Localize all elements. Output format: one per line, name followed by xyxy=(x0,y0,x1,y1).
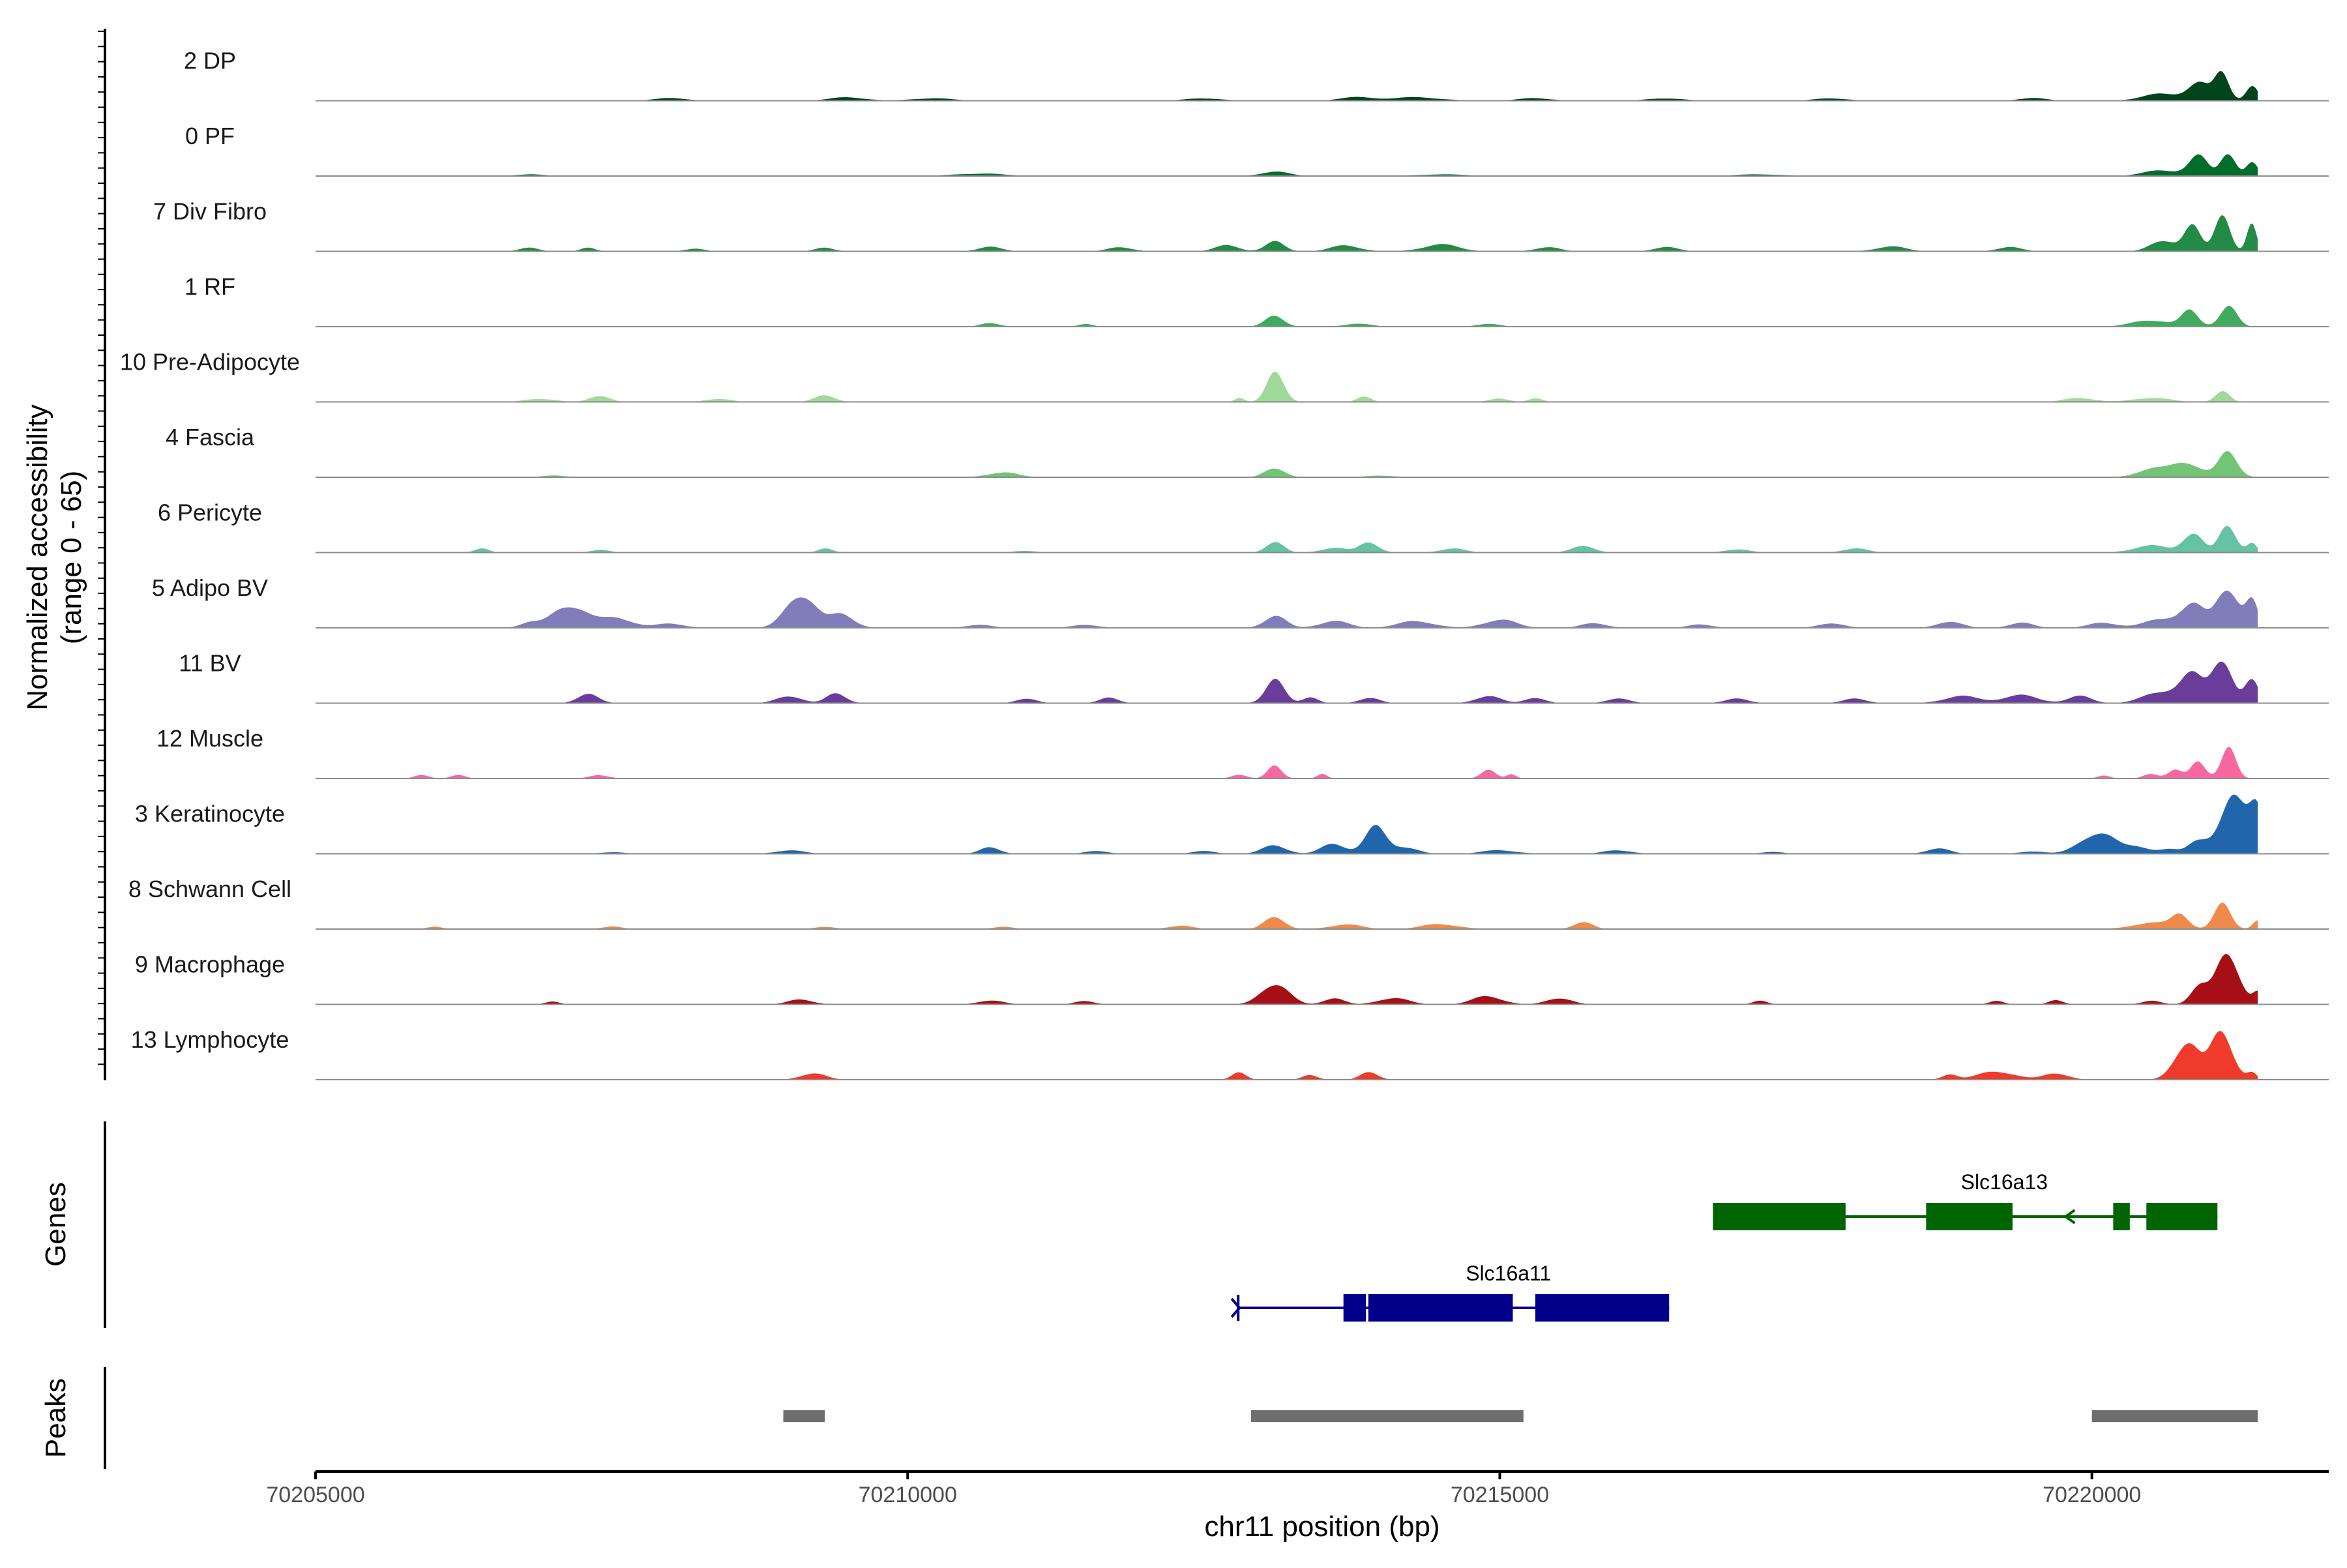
track-label-0-pf: 0 PF xyxy=(185,123,235,149)
gene-label-slc16a13: Slc16a13 xyxy=(1961,1170,2048,1194)
peaks-panel-label: Peaks xyxy=(40,1378,72,1458)
y-axis-title-line2: (range 0 - 65) xyxy=(55,471,87,645)
gene-exon xyxy=(1368,1294,1513,1322)
track-13-lymphocyte: 13 Lymphocyte xyxy=(131,1026,2329,1080)
track-5-adipo-bv: 5 Adipo BV xyxy=(152,574,2329,629)
track-0-pf: 0 PF xyxy=(185,123,2329,177)
track-11-bv: 11 BV xyxy=(179,650,2329,704)
gene-exon xyxy=(2113,1203,2130,1230)
track-7-div-fibro: 7 Div Fibro xyxy=(153,198,2329,252)
coverage-area-5-adipo-bv xyxy=(316,590,2258,628)
x-tick-label: 70210000 xyxy=(859,1483,957,1507)
coverage-area-0-pf xyxy=(316,154,2258,176)
position-x-axis: 70205000 70210000 70215000 70220000 chr11 p… xyxy=(266,1470,2329,1543)
track-6-pericyte: 6 Pericyte xyxy=(158,499,2329,554)
gene-exon xyxy=(1713,1203,1846,1230)
y-axis-title-line1: Normalized accessibility xyxy=(22,404,53,710)
track-3-keratinocyte: 3 Keratinocyte xyxy=(135,794,2329,855)
accessibility-y-axis xyxy=(98,29,106,1080)
coverage-tracks: 2 DP 0 PF 7 Div Fibro 1 RF 10 Pre-Adipocyte 4… xyxy=(120,48,2329,1080)
track-label-8-schwann-cell: 8 Schwann Cell xyxy=(128,876,291,902)
track-label-1-rf: 1 RF xyxy=(185,273,235,300)
track-label-3-keratinocyte: 3 Keratinocyte xyxy=(135,801,285,827)
x-tick-label: 70205000 xyxy=(266,1483,364,1507)
track-label-2-dp: 2 DP xyxy=(184,48,236,74)
track-label-10-pre-adipocyte: 10 Pre-Adipocyte xyxy=(120,349,300,376)
gene-label-slc16a11: Slc16a11 xyxy=(1466,1262,1551,1285)
track-label-13-lymphocyte: 13 Lymphocyte xyxy=(131,1026,289,1053)
track-label-9-macrophage: 9 Macrophage xyxy=(135,951,285,978)
coverage-area-1-rf xyxy=(316,305,2258,327)
x-axis-title: chr11 position (bp) xyxy=(1204,1511,1439,1543)
track-9-macrophage: 9 Macrophage xyxy=(135,951,2329,1005)
coverage-area-2-dp xyxy=(316,71,2258,101)
track-label-7-div-fibro: 7 Div Fibro xyxy=(153,198,267,225)
genes-panel-label: Genes xyxy=(40,1182,72,1267)
gene-exon xyxy=(1926,1203,2013,1230)
y-axis-title: Normalized accessibility (range 0 - 65) xyxy=(22,404,87,710)
peak-bar xyxy=(1251,1410,1524,1422)
track-2-dp: 2 DP xyxy=(184,48,2329,102)
gene-slc16a11: Slc16a11 xyxy=(1230,1262,1670,1322)
gene-exon xyxy=(1535,1294,1670,1322)
coverage-area-8-schwann-cell xyxy=(316,902,2258,929)
track-12-muscle: 12 Muscle xyxy=(156,725,2329,779)
x-ticks: 70205000 70210000 70215000 70220000 xyxy=(266,1472,2141,1507)
coverage-area-3-keratinocyte xyxy=(316,794,2258,854)
coverage-area-6-pericyte xyxy=(316,525,2258,553)
track-label-12-muscle: 12 Muscle xyxy=(156,725,263,752)
peak-bar xyxy=(2091,1410,2258,1422)
peak-bar xyxy=(783,1410,825,1422)
gene-models: Slc16a13 Slc16a11 xyxy=(1230,1170,2218,1322)
track-4-fascia: 4 Fascia xyxy=(166,424,2329,478)
coverage-area-13-lymphocyte xyxy=(316,1031,2258,1080)
track-label-6-pericyte: 6 Pericyte xyxy=(158,499,262,526)
x-tick-label: 70215000 xyxy=(1451,1483,1549,1507)
track-8-schwann-cell: 8 Schwann Cell xyxy=(128,876,2329,930)
peak-bars xyxy=(783,1410,2258,1422)
coverage-area-12-muscle xyxy=(316,747,2258,778)
strand-arrow xyxy=(2063,1209,2076,1224)
coverage-area-10-pre-adipocyte xyxy=(316,371,2258,402)
gene-exon xyxy=(2146,1203,2218,1230)
track-label-11-bv: 11 BV xyxy=(179,650,241,677)
gene-exon xyxy=(1343,1294,1366,1322)
coverage-area-4-fascia xyxy=(316,451,2258,477)
gene-slc16a13: Slc16a13 xyxy=(1713,1170,2218,1230)
coverage-area-11-bv xyxy=(316,661,2258,703)
track-1-rf: 1 RF xyxy=(185,273,2329,327)
track-label-4-fascia: 4 Fascia xyxy=(166,424,255,451)
x-tick-label: 70220000 xyxy=(2043,1483,2141,1507)
track-label-5-adipo-bv: 5 Adipo BV xyxy=(152,574,268,601)
track-10-pre-adipocyte: 10 Pre-Adipocyte xyxy=(120,349,2329,403)
genes-panel: Genes Slc16a13 Slc16a11 xyxy=(40,1121,2218,1328)
coverage-area-7-div-fibro xyxy=(316,214,2258,252)
coverage-area-9-macrophage xyxy=(316,954,2258,1005)
peaks-panel: Peaks xyxy=(40,1367,2258,1469)
